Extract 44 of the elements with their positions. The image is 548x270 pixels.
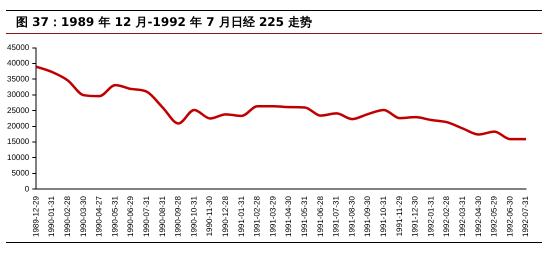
- y-tick-label: 25000: [6, 106, 30, 115]
- x-tick-label: 1990-01-31: [47, 196, 56, 237]
- x-tick-label: 1990-08-31: [158, 196, 167, 237]
- y-tick-label: 45000: [6, 43, 30, 52]
- x-tick-label: 1991-07-31: [332, 196, 341, 237]
- y-tick-label: 35000: [6, 74, 30, 84]
- x-tick-label: 1991-12-30: [410, 196, 420, 237]
- y-tick-label: 5000: [11, 168, 30, 178]
- x-tick-label: 1990-04-27: [94, 196, 104, 237]
- x-tick-label: 1992-01-31: [426, 196, 436, 237]
- x-tick-label: 1991-10-31: [379, 196, 388, 237]
- x-tick-label: 1990-09-28: [174, 196, 183, 237]
- x-tick-label: 1992-05-29: [490, 196, 499, 237]
- x-tick-label: 1990-06-29: [126, 196, 136, 237]
- x-tick-label: 1992-04-30: [474, 196, 483, 237]
- x-tick-label: 1991-05-31: [300, 196, 310, 237]
- y-tick-label: 30000: [6, 90, 30, 100]
- x-tick-label: 1991-08-30: [347, 196, 356, 237]
- y-tick-label: 15000: [6, 137, 30, 146]
- x-tick-label: 1991-03-29: [268, 196, 278, 237]
- x-tick-label: 1990-02-28: [63, 196, 72, 237]
- y-tick-label: 10000: [6, 152, 30, 162]
- y-tick-label: 0: [24, 184, 30, 194]
- x-tick-label: 1990-10-31: [189, 196, 198, 237]
- x-tick-label: 1990-11-30: [205, 196, 214, 236]
- y-tick-label: 40000: [6, 58, 30, 68]
- x-tick-label: 1991-02-28: [252, 196, 262, 237]
- x-tick-label: 1992-03-31: [458, 196, 468, 237]
- x-tick-label: 1991-04-30: [284, 196, 294, 237]
- x-tick-label: 1992-02-28: [442, 196, 452, 237]
- x-tick-label: 1991-09-30: [363, 196, 372, 237]
- chart-title: 图 37：1989 年 12 月-1992 年 7 月日经 225 走势: [6, 11, 542, 33]
- x-tick-label: 1990-03-30: [78, 196, 88, 237]
- x-tick-label: 1991-01-31: [236, 196, 246, 237]
- x-tick-label: 1989-12-29: [31, 196, 40, 237]
- x-tick-label: 1991-11-29: [394, 196, 404, 236]
- x-tick-label: 1992-07-31: [521, 196, 530, 237]
- x-tick-label: 1992-06-30: [505, 196, 514, 237]
- x-tick-label: 1990-05-31: [110, 196, 120, 237]
- x-tick-label: 1991-06-28: [316, 196, 325, 237]
- y-tick-label: 20000: [6, 121, 30, 130]
- x-tick-label: 1990-07-31: [142, 196, 152, 237]
- x-tick-label: 1990-12-28: [221, 196, 230, 237]
- line-series: [34, 65, 528, 140]
